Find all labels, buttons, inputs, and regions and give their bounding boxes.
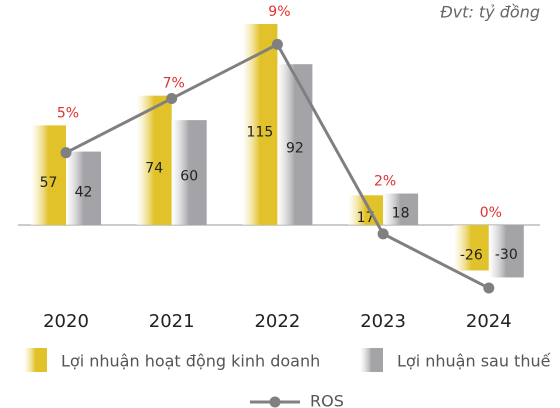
legend-dot xyxy=(269,396,281,408)
bar-value-label: 18 xyxy=(392,205,410,221)
ros-label: 7% xyxy=(163,76,185,92)
bar-value-label: 74 xyxy=(145,160,163,176)
legend-label: ROS xyxy=(310,392,344,408)
bar-value-label: 115 xyxy=(247,124,274,140)
ros-label: 0% xyxy=(480,205,502,221)
legend-label: Lợi nhuận hoạt động kinh doanh xyxy=(61,352,320,371)
bar xyxy=(31,125,66,225)
ros-point xyxy=(377,228,389,240)
ros-point xyxy=(166,93,178,105)
bar xyxy=(488,225,524,278)
bar xyxy=(242,23,278,226)
bar xyxy=(171,120,207,225)
ros-label: 9% xyxy=(268,4,290,20)
ros-point xyxy=(483,282,495,294)
x-tick-label: 2022 xyxy=(254,311,300,332)
bar-value-label: 57 xyxy=(40,175,58,191)
bar-value-label: 42 xyxy=(75,184,93,200)
legend-swatch xyxy=(360,348,383,372)
x-tick-label: 2023 xyxy=(360,311,406,332)
x-tick-label: 2020 xyxy=(43,311,89,332)
ros-point xyxy=(60,147,72,159)
ros-label: 2% xyxy=(374,174,396,190)
bar xyxy=(136,95,172,225)
bar-value-label: -30 xyxy=(495,247,518,263)
bar-value-label: 17 xyxy=(357,210,375,226)
bar-value-label: -26 xyxy=(460,248,483,264)
x-tick-label: 2021 xyxy=(149,311,195,332)
x-tick-label: 2024 xyxy=(466,311,512,332)
ros-label: 5% xyxy=(57,105,79,121)
bar-value-label: 92 xyxy=(286,141,304,157)
unit-label: Đvt: tỷ đồng xyxy=(440,3,540,22)
bar xyxy=(383,193,419,225)
bar xyxy=(453,225,489,271)
legend-swatch xyxy=(24,348,47,372)
ros-point xyxy=(271,38,283,50)
bar-value-label: 60 xyxy=(180,169,198,185)
bar xyxy=(277,64,313,226)
bar xyxy=(66,151,101,225)
legend-label: Lợi nhuận sau thuế xyxy=(397,352,551,371)
